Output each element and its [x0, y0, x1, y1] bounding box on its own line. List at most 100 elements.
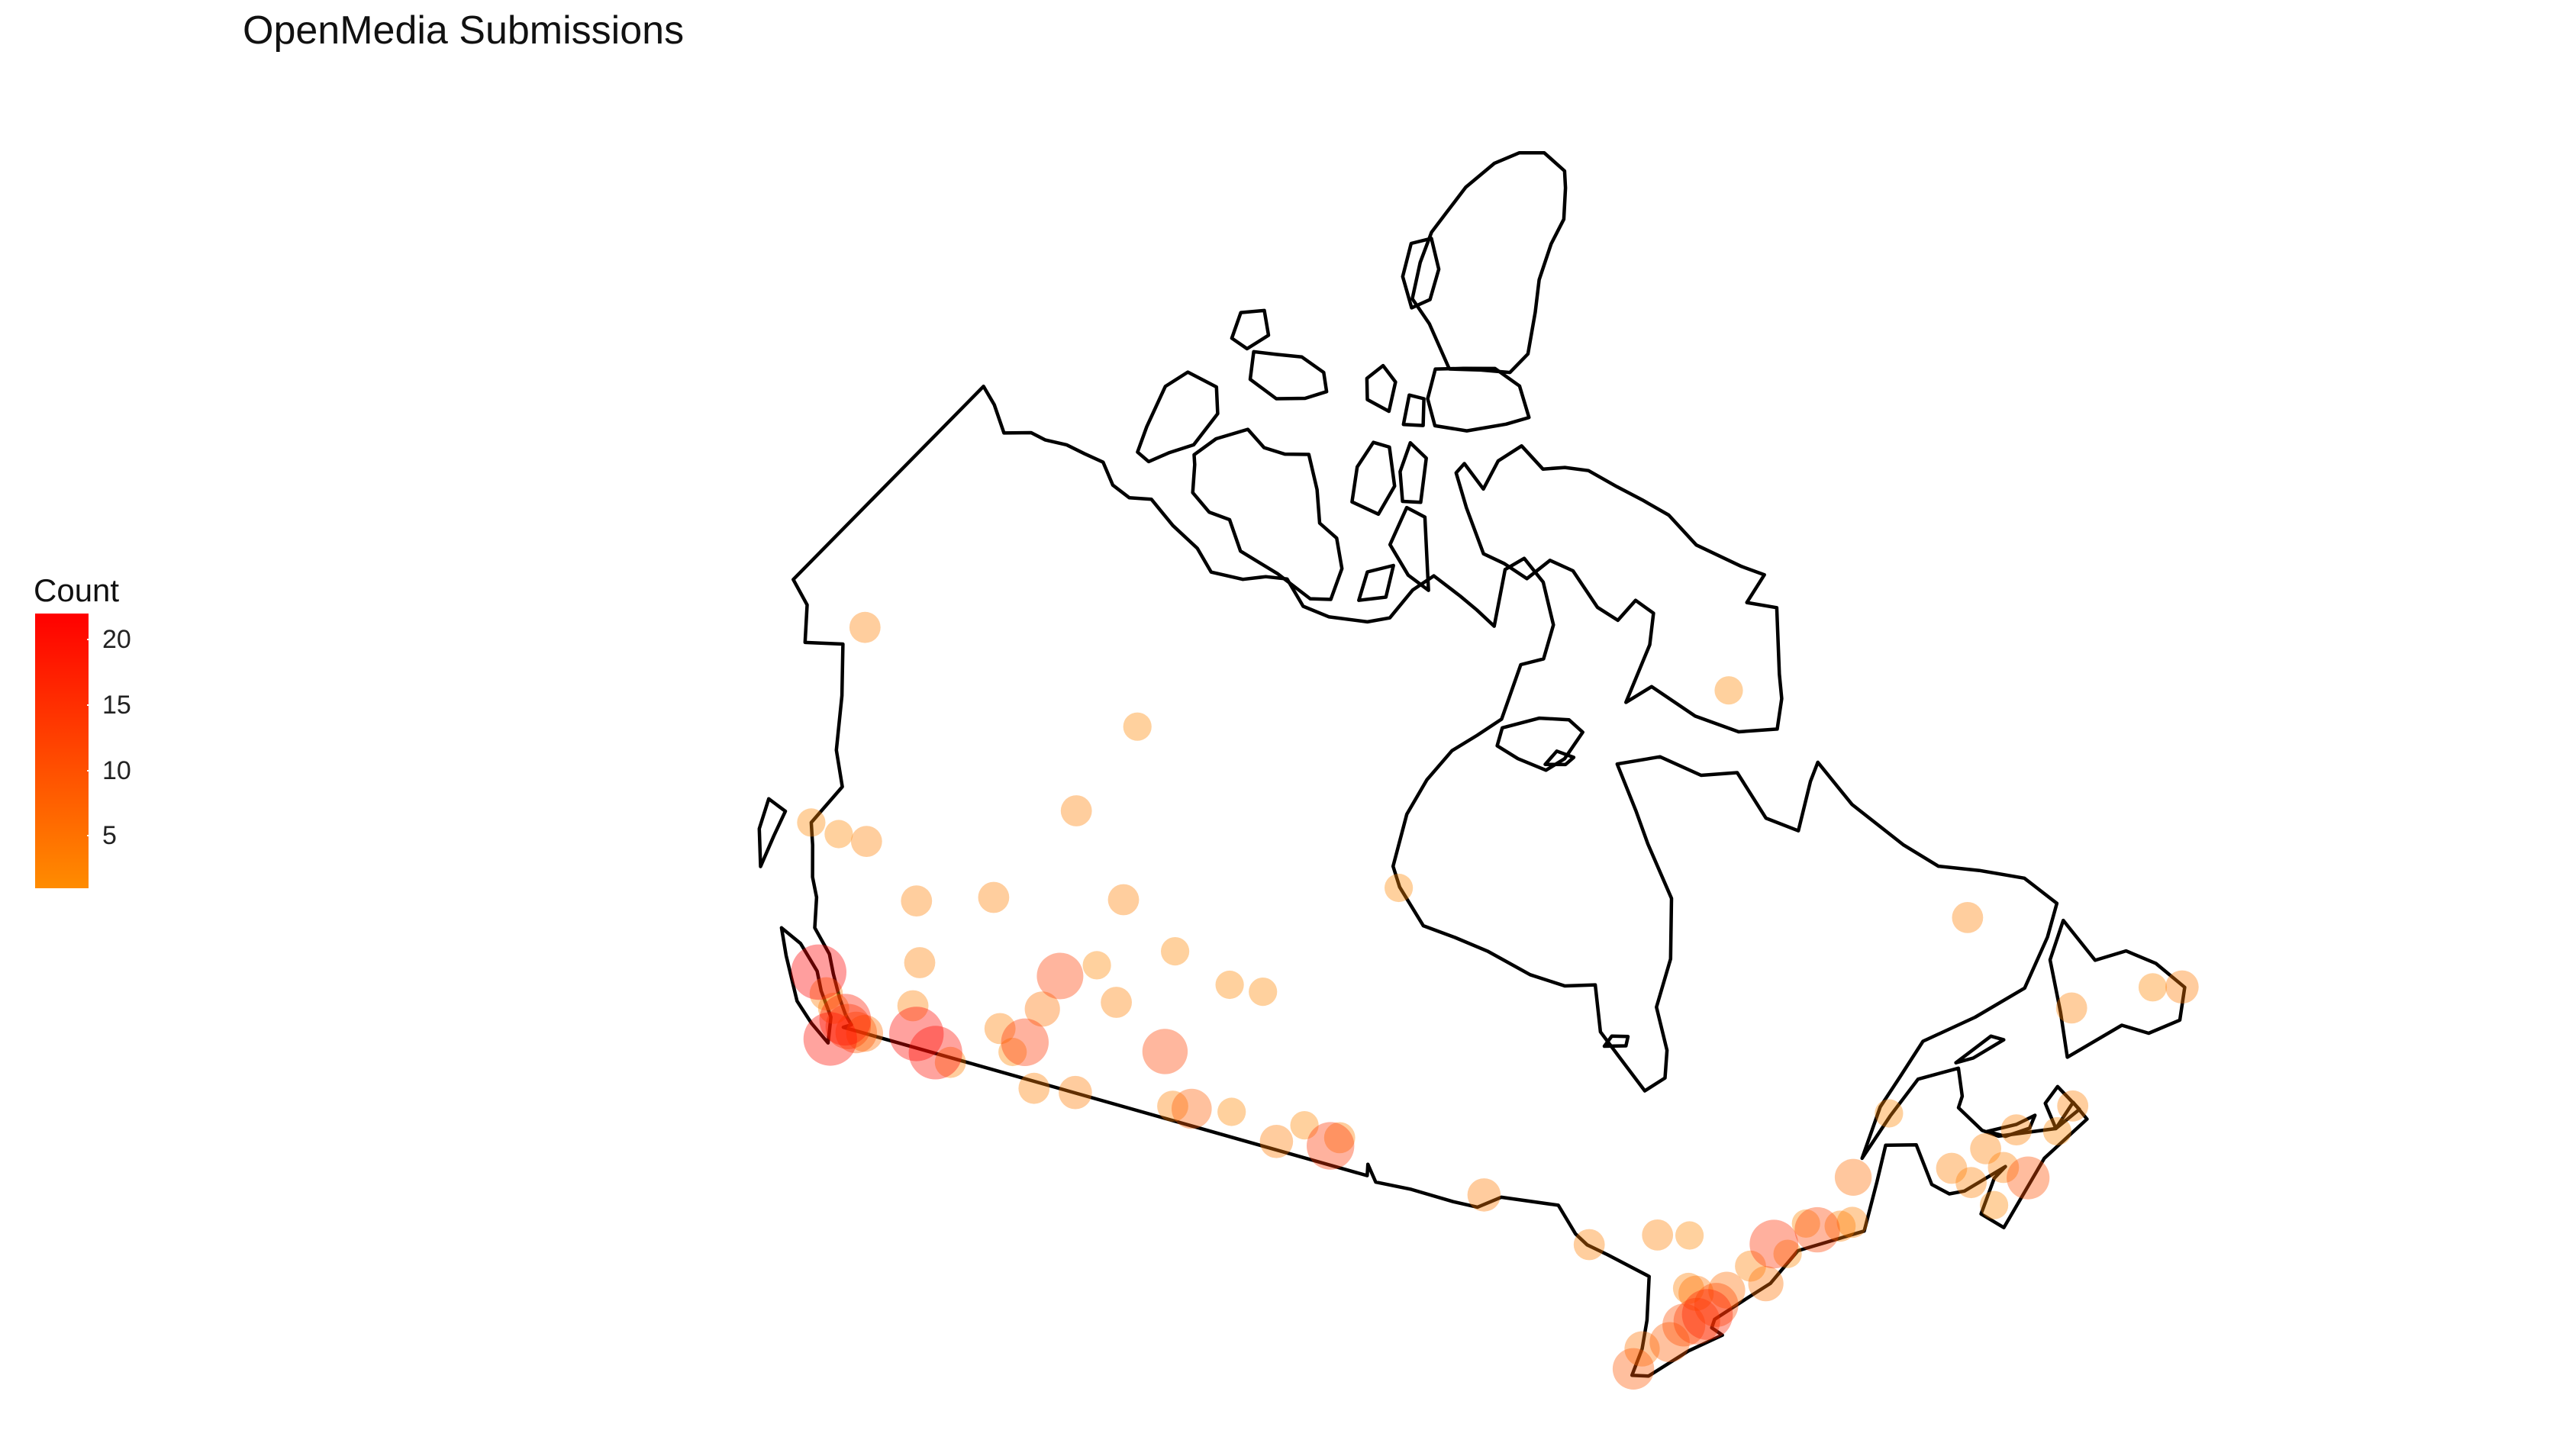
submission-point — [1678, 1275, 1714, 1311]
submission-point — [1694, 1283, 1739, 1327]
submission-point — [1059, 1075, 1092, 1110]
island-outline — [1454, 444, 1784, 734]
island-outline — [1495, 716, 1584, 772]
island-outline — [1985, 1113, 2037, 1139]
legend-tick-label: 10 — [102, 755, 131, 785]
legend-body: 20 15 10 5 — [34, 614, 186, 888]
submission-point — [1824, 1210, 1856, 1242]
submission-point — [1123, 712, 1152, 741]
submission-point — [1936, 1152, 1968, 1184]
map-outline — [757, 151, 2187, 1378]
submission-point — [1001, 1018, 1049, 1067]
submission-point — [2000, 1114, 2033, 1145]
submission-point — [2007, 1156, 2050, 1200]
submission-point — [1794, 1206, 1840, 1253]
submission-point — [1018, 1072, 1050, 1104]
submission-point — [1467, 1178, 1501, 1212]
island-outline — [1410, 151, 1568, 375]
submission-point — [1259, 1125, 1294, 1158]
submission-point — [1952, 902, 1984, 933]
submission-point — [819, 994, 872, 1046]
legend-color-bar — [35, 614, 89, 888]
submission-point — [1673, 1297, 1720, 1345]
island-outline — [1954, 1034, 2006, 1065]
submission-point — [1675, 1221, 1704, 1250]
island-outline — [1426, 366, 1531, 433]
island-outline — [1398, 440, 1428, 504]
submission-point — [1708, 1271, 1746, 1309]
submission-point — [1955, 1167, 1987, 1199]
submission-point — [803, 1012, 857, 1066]
island-outline — [2048, 918, 2187, 1059]
submission-points — [791, 611, 2199, 1390]
submission-point — [1970, 1132, 2002, 1164]
submission-point — [1385, 873, 1414, 903]
submission-point — [1249, 978, 1278, 1007]
count-legend: Count 20 15 10 5 — [34, 572, 186, 888]
submission-point — [835, 1011, 878, 1054]
island-outline — [757, 797, 788, 868]
submission-point — [1748, 1266, 1784, 1302]
submission-point — [825, 1003, 872, 1049]
submission-point — [2055, 992, 2087, 1024]
submission-point — [897, 990, 929, 1022]
island-outline — [1543, 749, 1576, 767]
submission-point — [1290, 1111, 1319, 1140]
legend-tick — [87, 769, 96, 771]
submission-point — [1024, 991, 1060, 1027]
submission-point — [1681, 1289, 1733, 1340]
island-outline — [1401, 237, 1441, 310]
legend-tick-label: 20 — [102, 625, 131, 655]
island-outline — [1136, 370, 1220, 464]
island-outline — [1388, 505, 1430, 592]
submission-point — [1612, 1348, 1655, 1390]
island-outline — [1191, 427, 1344, 601]
submission-point — [2057, 1090, 2089, 1122]
submission-point — [1773, 1239, 1802, 1268]
submission-point — [1161, 937, 1190, 966]
legend-tick-label: 15 — [102, 691, 131, 720]
submission-point — [1036, 952, 1084, 1000]
island-outline — [779, 926, 833, 1045]
submission-point — [1836, 1206, 1868, 1239]
legend-tick — [87, 835, 96, 837]
submission-point — [1624, 1331, 1660, 1367]
submission-point — [1107, 884, 1140, 916]
island-outline — [1365, 363, 1398, 414]
submission-point — [1791, 1209, 1820, 1238]
submission-point — [1980, 1190, 2009, 1219]
legend-tick — [87, 704, 96, 706]
legend-title: Count — [34, 572, 120, 608]
submission-point — [1649, 1322, 1690, 1363]
submission-point — [1735, 1250, 1766, 1282]
submission-point — [1217, 1097, 1246, 1126]
island-outline — [1248, 350, 1329, 401]
submission-point — [1157, 1090, 1188, 1122]
submission-point — [850, 826, 882, 857]
submission-point — [1215, 970, 1244, 1000]
island-outline — [1602, 1034, 1630, 1049]
submission-point — [797, 808, 826, 837]
island-outline — [1357, 563, 1395, 602]
submission-point — [984, 1013, 1016, 1045]
legend-tick — [87, 639, 96, 641]
submission-point — [1172, 1088, 1212, 1129]
submission-point — [908, 1026, 962, 1080]
island-outline — [2043, 1084, 2081, 1131]
submission-point — [978, 881, 1010, 913]
submission-point — [849, 611, 881, 643]
submission-point — [1101, 987, 1132, 1018]
submission-point — [817, 992, 849, 1024]
submission-point — [1875, 1099, 1904, 1128]
submission-point — [791, 944, 846, 1000]
submission-point — [889, 1007, 944, 1061]
submission-point — [1672, 1272, 1704, 1304]
submission-point — [846, 1015, 884, 1052]
island-outline — [1350, 440, 1397, 517]
submission-point — [1987, 1152, 2020, 1184]
submission-point — [1082, 951, 1111, 980]
submission-point — [1142, 1029, 1188, 1074]
island-outline — [1230, 308, 1271, 351]
submission-point — [2138, 973, 2168, 1002]
